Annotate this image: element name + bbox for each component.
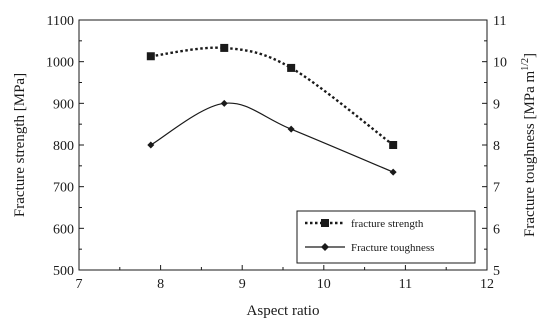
x-tick-label: 8 — [157, 277, 164, 292]
fracture-toughness-line — [150, 102, 394, 173]
y-right-tick-label: 11 — [493, 14, 506, 29]
fracture-strength-point — [389, 141, 398, 149]
y-left-axis-ticks: 500 600 700 800 900 1000 1100 — [46, 14, 84, 279]
fracture-toughness-point — [389, 168, 397, 176]
x-tick-label: 9 — [239, 277, 246, 292]
x-tick-label: 11 — [399, 277, 412, 292]
y-right-tick-label: 8 — [493, 139, 500, 154]
fracture-toughness-point — [147, 141, 155, 149]
y-right-label-exponent: 1/2 — [520, 58, 531, 71]
y-left-tick-label: 700 — [53, 181, 74, 196]
y-right-tick-label: 9 — [493, 97, 500, 112]
x-tick-label: 7 — [76, 277, 83, 292]
y-right-tick-label: 5 — [493, 264, 500, 279]
y-left-tick-label: 500 — [53, 264, 74, 279]
legend: fracture strength Fracture toughness — [296, 210, 476, 264]
fracture-toughness-point — [287, 125, 295, 133]
x-axis-ticks: 7 8 9 10 11 12 — [76, 265, 494, 292]
y-right-tick-label: 10 — [493, 56, 507, 71]
y-right-tick-label: 7 — [493, 181, 500, 196]
y-right-axis-label: Fracture toughness [MPa m1/2] — [520, 53, 538, 237]
y-right-label-main: Fracture toughness [MPa m — [522, 70, 538, 237]
legend-toughness-label: Fracture toughness — [351, 242, 434, 254]
y-left-axis-label: Fracture strength [MPa] — [12, 73, 28, 217]
y-right-axis-ticks: 5 6 7 8 9 10 11 — [482, 14, 507, 279]
legend-strength-label: fracture strength — [351, 218, 424, 230]
fracture-strength-line — [150, 46, 394, 146]
x-axis-label: Aspect ratio — [247, 303, 320, 319]
legend-strength-marker — [321, 219, 329, 227]
y-right-label-end: ] — [522, 53, 538, 58]
y-left-tick-label: 1100 — [47, 14, 74, 29]
legend-toughness-marker — [321, 243, 329, 251]
y-left-tick-label: 900 — [53, 97, 74, 112]
fracture-strength-point — [220, 43, 229, 52]
fracture-strength-point — [287, 63, 296, 72]
y-left-tick-label: 800 — [53, 139, 74, 154]
series-layer — [146, 43, 398, 176]
fracture-toughness-point — [220, 99, 228, 107]
y-left-tick-label: 1000 — [46, 56, 74, 71]
y-left-tick-label: 600 — [53, 222, 74, 237]
fracture-strength-point — [146, 52, 155, 61]
x-tick-label: 12 — [480, 277, 494, 292]
x-tick-label: 10 — [317, 277, 331, 292]
y-right-tick-label: 6 — [493, 222, 500, 237]
